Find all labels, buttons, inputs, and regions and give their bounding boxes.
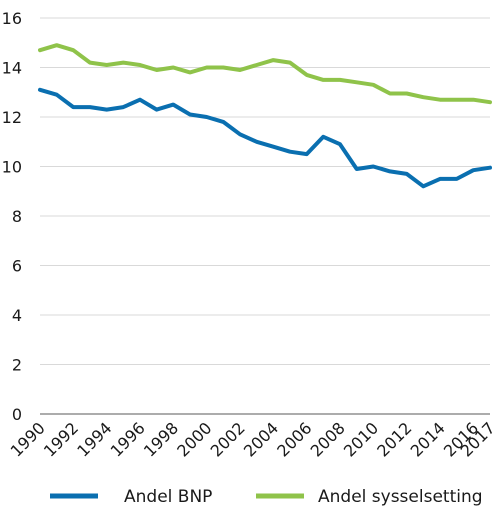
legend-label-andel-sysselsetting: Andel sysselsetting xyxy=(318,487,483,507)
x-tick-label: 1998 xyxy=(140,418,182,460)
y-tick-label: 14 xyxy=(2,59,22,78)
x-tick-label: 1992 xyxy=(40,418,82,460)
legend-label-andel-bnp: Andel BNP xyxy=(124,487,212,507)
x-tick-label: 2014 xyxy=(407,418,449,460)
y-tick-label: 16 xyxy=(2,9,22,28)
x-tick-label: 2012 xyxy=(373,418,415,460)
gridlines xyxy=(40,17,490,415)
y-tick-label: 12 xyxy=(2,108,22,127)
x-tick-label: 2000 xyxy=(173,418,215,460)
series-line-andel-sysselsetting xyxy=(38,43,492,105)
y-tick-label: 0 xyxy=(12,405,22,424)
legend: Andel BNP Andel sysselsetting xyxy=(50,487,483,507)
y-tick-label: 10 xyxy=(2,158,22,177)
x-tick-label: 1994 xyxy=(73,418,115,460)
x-tick-label: 2008 xyxy=(307,418,349,460)
x-tick-label: 2006 xyxy=(273,418,315,460)
x-tick-label: 2004 xyxy=(240,418,282,460)
series-lines xyxy=(38,43,492,189)
x-axis-ticks: 1990199219941996199820002002200420062008… xyxy=(7,418,499,460)
series-line-andel-bnp xyxy=(38,87,492,189)
y-tick-label: 2 xyxy=(12,356,22,375)
x-tick-label: 1990 xyxy=(7,418,49,460)
x-tick-label: 1996 xyxy=(107,418,149,460)
y-axis-ticks: 0 2 4 6 8 10 12 14 16 xyxy=(2,9,22,424)
y-tick-label: 8 xyxy=(12,207,22,226)
x-tick-label: 2010 xyxy=(340,418,382,460)
y-tick-label: 6 xyxy=(12,257,22,276)
y-tick-label: 4 xyxy=(12,306,22,325)
x-tick-label: 2002 xyxy=(207,418,249,460)
